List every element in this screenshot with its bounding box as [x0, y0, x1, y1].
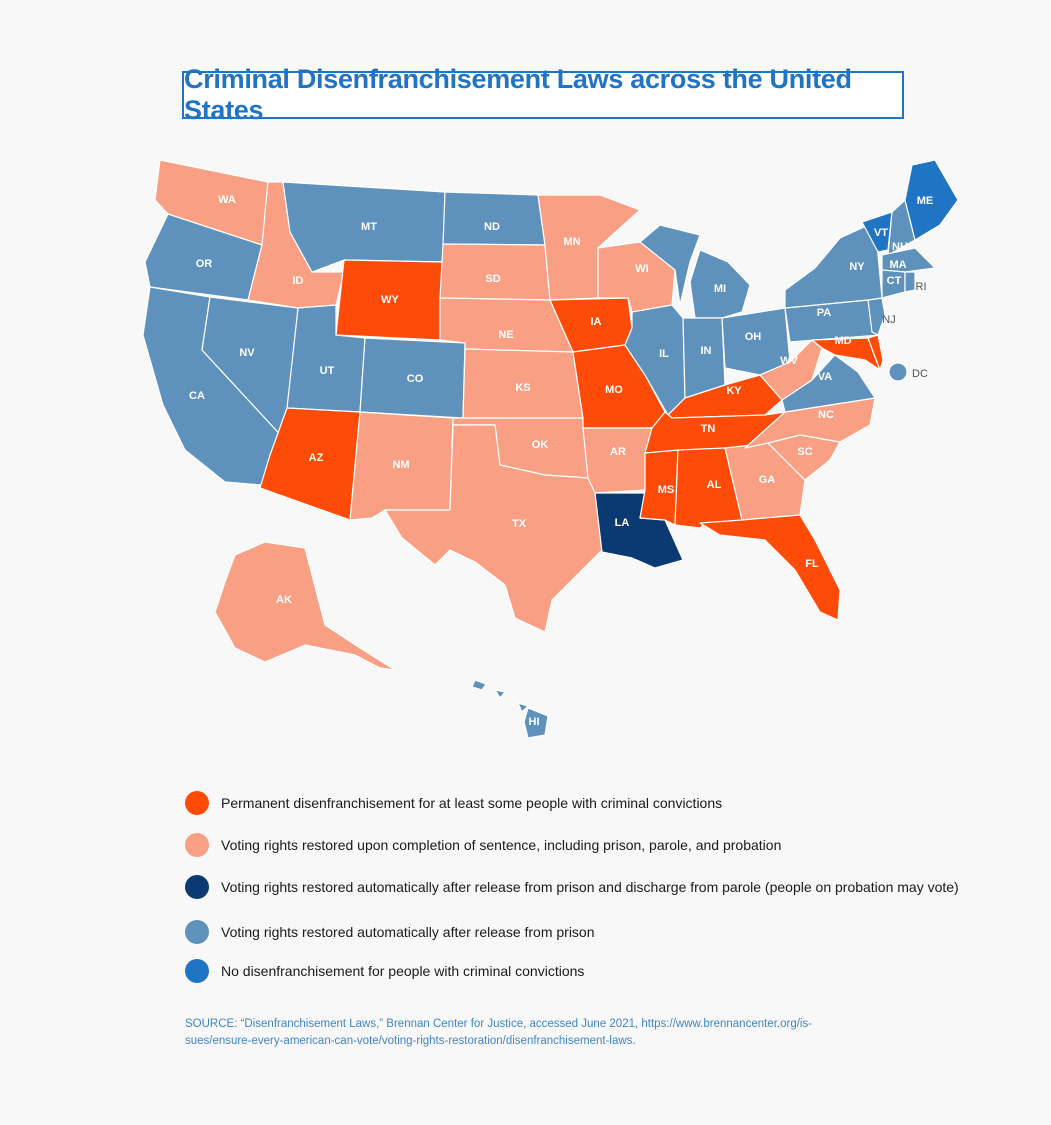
- legend-swatch-after-sentence: [185, 833, 209, 857]
- label-GA: GA: [759, 474, 776, 486]
- label-CO: CO: [407, 373, 424, 385]
- legend-label-none: No disenfranchisement for people with cr…: [221, 963, 585, 979]
- label-SC: SC: [797, 446, 812, 458]
- label-MS: MS: [658, 484, 675, 496]
- label-OR: OR: [196, 258, 213, 270]
- label-MT: MT: [361, 221, 377, 233]
- legend-item-after-sentence: Voting rights restored upon completion o…: [185, 832, 781, 858]
- legend-label-after-prison: Voting rights restored automatically aft…: [221, 924, 595, 940]
- state-ND: [442, 191, 546, 246]
- label-AZ: AZ: [309, 452, 324, 464]
- label-VT: VT: [874, 227, 888, 239]
- legend-item-none: No disenfranchisement for people with cr…: [185, 958, 584, 984]
- state-DE: [867, 334, 884, 371]
- legend-label-after-parole: Voting rights restored automatically aft…: [221, 879, 959, 895]
- legend-swatch-none: [185, 959, 209, 983]
- label-KS: KS: [515, 382, 530, 394]
- label-OK: OK: [532, 439, 549, 451]
- label-VA: VA: [818, 371, 833, 383]
- state-AR: [582, 427, 653, 494]
- state-MA: [881, 247, 936, 273]
- label-SD: SD: [485, 273, 500, 285]
- legend-item-after-prison: Voting rights restored automatically aft…: [185, 919, 595, 945]
- label-ID: ID: [293, 275, 304, 287]
- label-DC: DC: [912, 368, 928, 380]
- label-PA: PA: [817, 307, 832, 319]
- label-IN: IN: [701, 345, 712, 357]
- legend-label-after-sentence: Voting rights restored upon completion o…: [221, 837, 782, 853]
- state-RI: [904, 271, 916, 293]
- state-OR: [144, 213, 263, 301]
- label-ND: ND: [484, 221, 500, 233]
- label-UT: UT: [320, 365, 335, 377]
- label-OH: OH: [745, 331, 762, 343]
- label-NJ: NJ: [882, 314, 895, 326]
- legend-item-after-parole: Voting rights restored automatically aft…: [185, 874, 959, 900]
- label-WI: WI: [635, 263, 648, 275]
- label-IA: IA: [591, 316, 602, 328]
- legend-label-permanent: Permanent disenfranchisement for at leas…: [221, 795, 723, 811]
- map-title: Criminal Disenfranchisement Laws across …: [184, 64, 852, 125]
- label-AL: AL: [707, 479, 722, 491]
- state-FL: [699, 514, 841, 621]
- label-NV: NV: [239, 347, 255, 359]
- state-IN: [682, 317, 726, 399]
- label-MA: MA: [889, 259, 906, 271]
- label-MO: MO: [605, 384, 623, 396]
- state-SD: [439, 243, 551, 301]
- label-RI: RI: [916, 281, 927, 293]
- map-title-box: Criminal Disenfranchisement Laws across …: [182, 64, 904, 125]
- state-NY: [784, 221, 883, 309]
- label-NM: NM: [392, 459, 409, 471]
- legend-swatch-after-prison: [185, 920, 209, 944]
- source-citation: SOURCE: “Disenfranchisement Laws,” Brenn…: [185, 1018, 813, 1047]
- label-AR: AR: [610, 446, 626, 458]
- label-NE: NE: [498, 329, 513, 341]
- label-MN: MN: [563, 236, 580, 248]
- state-DC: [888, 362, 908, 382]
- state-AZ: [259, 407, 361, 521]
- legend-swatch-after-parole: [185, 875, 209, 899]
- label-HI: HI: [529, 716, 540, 728]
- label-WV: WV: [780, 355, 798, 367]
- label-NC: NC: [818, 409, 834, 421]
- label-MI: MI: [714, 283, 726, 295]
- legend-item-permanent: Permanent disenfranchisement for at leas…: [185, 790, 722, 816]
- state-ME: [904, 159, 959, 241]
- label-NY: NY: [849, 261, 865, 273]
- label-WA: WA: [218, 194, 236, 206]
- label-AK: AK: [276, 594, 292, 606]
- label-CA: CA: [189, 390, 205, 402]
- label-CT: CT: [887, 275, 902, 287]
- label-WY: WY: [381, 294, 399, 306]
- state-HI: [471, 679, 549, 739]
- label-TX: TX: [512, 518, 527, 530]
- label-MD: MD: [834, 335, 851, 347]
- label-LA: LA: [615, 517, 630, 529]
- label-IL: IL: [659, 348, 669, 360]
- label-NH: NH: [892, 241, 908, 253]
- label-KY: KY: [726, 385, 742, 397]
- label-TN: TN: [701, 423, 716, 435]
- label-ME: ME: [917, 195, 934, 207]
- state-AK: [214, 541, 396, 671]
- label-FL: FL: [805, 558, 819, 570]
- legend-swatch-permanent: [185, 791, 209, 815]
